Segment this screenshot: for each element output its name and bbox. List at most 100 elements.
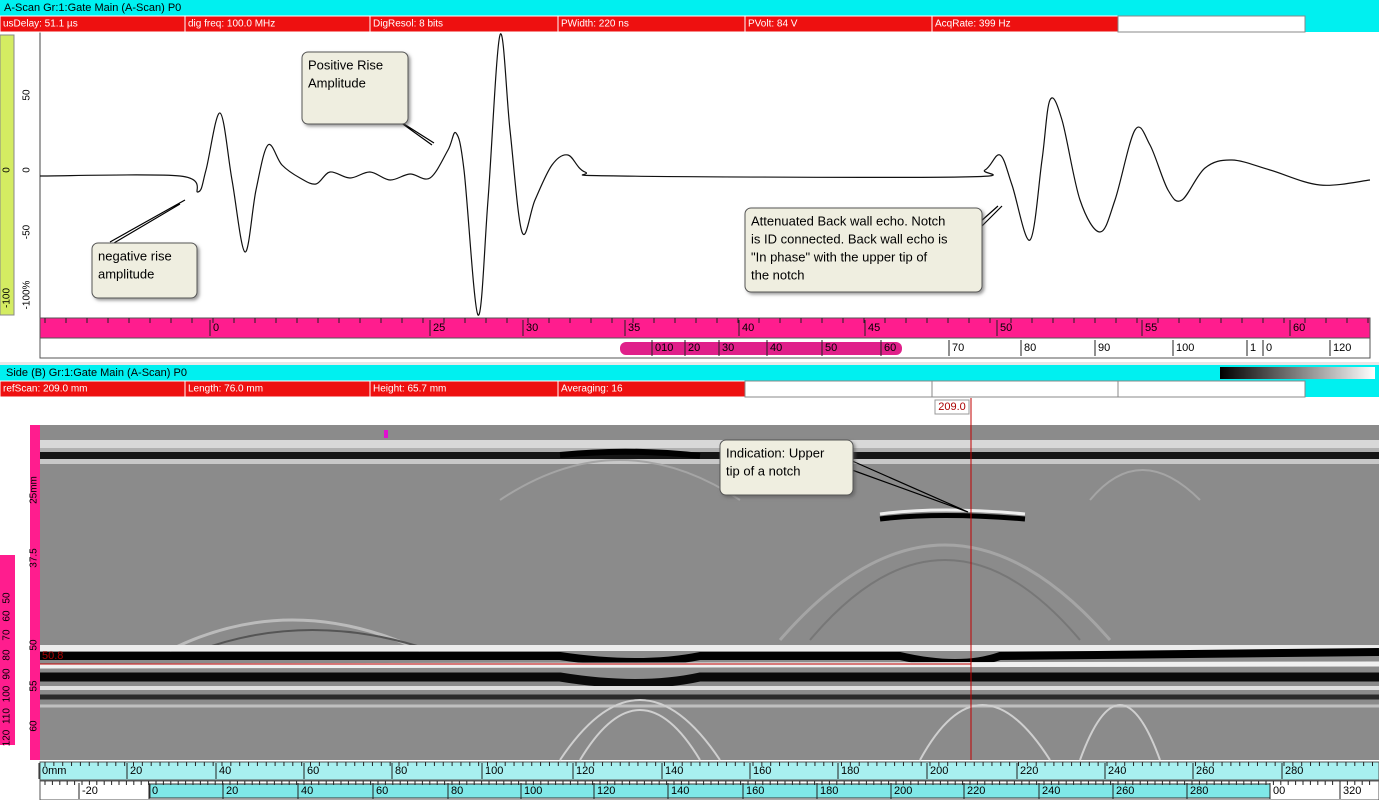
ruler-label: 00 (1273, 785, 1285, 797)
cursor-label: 209.0 (938, 401, 966, 413)
ruler-label: 240 (1042, 785, 1060, 797)
ruler-label: 25 (433, 322, 445, 334)
amplitude-label: 0 (22, 167, 33, 173)
ruler-label: 240 (1108, 765, 1126, 777)
strip-label: 0 (2, 167, 13, 173)
ruler-label: 120 (576, 765, 594, 777)
ruler-label: 80 (451, 785, 463, 797)
range-bar (149, 783, 1271, 799)
strip-label: -100 (2, 288, 13, 308)
ruler-label: 50 (1000, 322, 1012, 334)
strip-label: 110 (2, 708, 13, 724)
status-cell (1117, 15, 1306, 33)
callout-text: Indication: Upper (726, 445, 825, 460)
ruler-label: 180 (820, 785, 838, 797)
amplitude-label: 50 (22, 89, 33, 101)
ruler-label: 100 (485, 765, 503, 777)
callout-text: negative rise (98, 248, 172, 263)
ruler-label: 30 (526, 322, 538, 334)
ruler-label: 90 (1098, 342, 1110, 354)
strip-label: 70 (2, 629, 13, 641)
ruler-label: 55 (1145, 322, 1157, 334)
callout-box (744, 207, 983, 293)
title-bar (0, 0, 1379, 16)
status-filler (1305, 16, 1379, 32)
ruler-label: 160 (753, 765, 771, 777)
depth-label: 25mm (29, 476, 40, 504)
strip-label: 120 (2, 729, 13, 746)
status-text: usDelay: 51.1 µs (3, 19, 78, 30)
amplitude-strip (0, 34, 15, 316)
status-text: refScan: 209.0 mm (3, 384, 87, 395)
strip-label: 50 (2, 592, 13, 604)
callout-text: Amplitude (308, 75, 366, 90)
ruler-label: 260 (1116, 785, 1134, 797)
scan-ruler (39, 761, 1379, 781)
ruler-label: 20 (226, 785, 238, 797)
ruler-label: 1 (1250, 342, 1256, 354)
b-scan-image (39, 425, 1379, 761)
color-palette (1220, 367, 1375, 379)
ruler-label: 40 (770, 342, 782, 354)
ruler-label: 220 (967, 785, 985, 797)
ruler-label: 0mm (42, 765, 66, 777)
depth-strip (30, 425, 40, 760)
reference-label: 50.8 (42, 650, 63, 662)
callout-text: is ID connected. Back wall echo is (751, 231, 948, 246)
status-text: Height: 65.7 mm (373, 384, 446, 395)
cursor-label-box (934, 399, 970, 415)
ruler-label: 80 (395, 765, 407, 777)
callout-text: tip of a notch (726, 463, 800, 478)
callout-text: Positive Rise (308, 57, 383, 72)
status-filler (1305, 381, 1379, 397)
depth-label: 50 (29, 639, 40, 651)
separator (0, 362, 1379, 365)
ruler-label: 160 (746, 785, 764, 797)
callout-text: Attenuated Back wall echo. Notch (751, 213, 945, 228)
panel-title: Side (B) Gr:1:Gate Main (A-Scan) P0 (6, 367, 187, 379)
ruler-label: -20 (82, 785, 98, 797)
ruler-label: 60 (307, 765, 319, 777)
ruler-label: 010 (655, 342, 673, 354)
amplitude-label: -50 (22, 224, 33, 239)
ruler-label: 0 (152, 785, 158, 797)
ruler-label: 140 (665, 765, 683, 777)
ruler-label: 20 (130, 765, 142, 777)
ruler-label: 50 (825, 342, 837, 354)
ruler-label: 60 (1293, 322, 1305, 334)
amplitude-label: -100% (22, 280, 33, 309)
ruler-label: 0 (1266, 342, 1272, 354)
ruler-label: 40 (301, 785, 313, 797)
callout-pointer (979, 205, 1003, 229)
strip-label: 60 (2, 610, 13, 622)
ruler-label: 120 (1333, 342, 1351, 354)
marker (384, 430, 388, 438)
ruler-label: 100 (524, 785, 542, 797)
ruler-label: 30 (722, 342, 734, 354)
a-scan-waveform (39, 33, 1371, 316)
depth-label: 55 (29, 680, 40, 692)
strip-label: 80 (2, 649, 13, 661)
header-space (0, 397, 1379, 425)
ruler-label: 40 (742, 322, 754, 334)
ruler-label: 80 (1024, 342, 1036, 354)
depth-label: 60 (29, 720, 40, 732)
ruler-label: 100 (1176, 342, 1194, 354)
status-text: PVolt: 84 V (748, 19, 798, 30)
ruler-label: 35 (628, 322, 640, 334)
callout-text: "In phase" with the upper tip of (751, 249, 928, 264)
panel-title: A-Scan Gr:1:Gate Main (A-Scan) P0 (4, 2, 181, 14)
ruler-label: 280 (1285, 765, 1303, 777)
ruler-label: 220 (1020, 765, 1038, 777)
range-bar (620, 342, 902, 355)
ruler-label: 140 (671, 785, 689, 797)
ruler-label: 320 (1343, 785, 1361, 797)
ruler-label: 45 (868, 322, 880, 334)
ruler-label: 200 (930, 765, 948, 777)
status-cell (931, 380, 1119, 398)
strip-label: 90 (2, 668, 13, 680)
ruler-label: 120 (597, 785, 615, 797)
amplitude-strip (0, 555, 15, 745)
ruler-label: 60 (376, 785, 388, 797)
